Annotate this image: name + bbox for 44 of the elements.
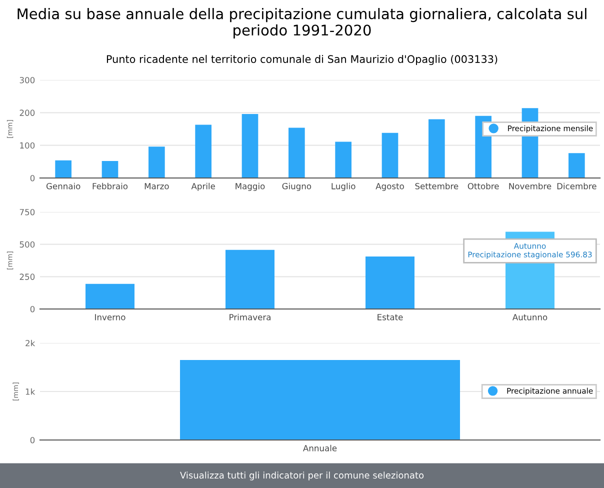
y-tick-label: 200: [20, 110, 35, 116]
bar: [195, 124, 212, 178]
x-tick-label: Aprile: [191, 182, 215, 191]
x-tick-label: Estate: [378, 314, 403, 320]
bar: [242, 114, 258, 178]
x-tick-label: Inverno: [95, 314, 126, 320]
y-tick-label: 2k: [26, 340, 36, 346]
x-tick-label: Novembre: [509, 182, 552, 190]
bar: [366, 256, 414, 309]
x-tick-label: Marzo: [144, 183, 169, 190]
bar: [568, 153, 585, 178]
bar: [335, 142, 352, 178]
chart-title: Media su base annuale della precipitazione cumulata giornaliera, calcolata sul periodo 1991-2020: [18, 8, 586, 38]
y-tick-label: 250: [20, 274, 35, 280]
y-tick-label: 1k: [26, 388, 36, 395]
bar: [226, 250, 274, 309]
y-tick-label: 100: [20, 142, 35, 149]
x-tick-label: Gennaio: [46, 182, 80, 190]
bar: [382, 132, 398, 178]
bar: [288, 128, 305, 178]
bar: [102, 161, 118, 178]
y-tick-label: 300: [20, 76, 35, 84]
x-tick-label: Giugno: [282, 182, 312, 191]
y-tick-label: 0: [30, 174, 35, 182]
x-tick-label: Febbraio: [92, 182, 128, 190]
x-tick-label: Primavera: [230, 314, 270, 320]
chart-subtitle: Punto ricadente nel territorio comunale di San Maurizio d'Opaglio (003133): [106, 54, 498, 66]
y-tick-label: 750: [20, 208, 35, 216]
y-tick-label: 0: [30, 436, 35, 444]
x-tick-label: Agosto: [376, 183, 404, 191]
bar: [55, 160, 72, 178]
x-tick-label: Settembre: [415, 182, 458, 190]
x-tick-label: Autunno: [512, 314, 548, 320]
x-tick-label: Annuale: [303, 444, 337, 452]
x-tick-label: Ottobre: [468, 182, 499, 190]
bar: [86, 284, 134, 309]
x-tick-label: Luglio: [332, 182, 356, 191]
bar: [428, 119, 445, 178]
text: Visualizza tutti gli indicatori per il comune selezionato: [180, 472, 424, 480]
y-tick-label: 0: [30, 306, 35, 312]
x-tick-label: Maggio: [236, 182, 265, 191]
bar: [148, 146, 165, 178]
x-tick-label: Dicembre: [557, 182, 596, 190]
y-tick-label: 500: [20, 241, 35, 248]
